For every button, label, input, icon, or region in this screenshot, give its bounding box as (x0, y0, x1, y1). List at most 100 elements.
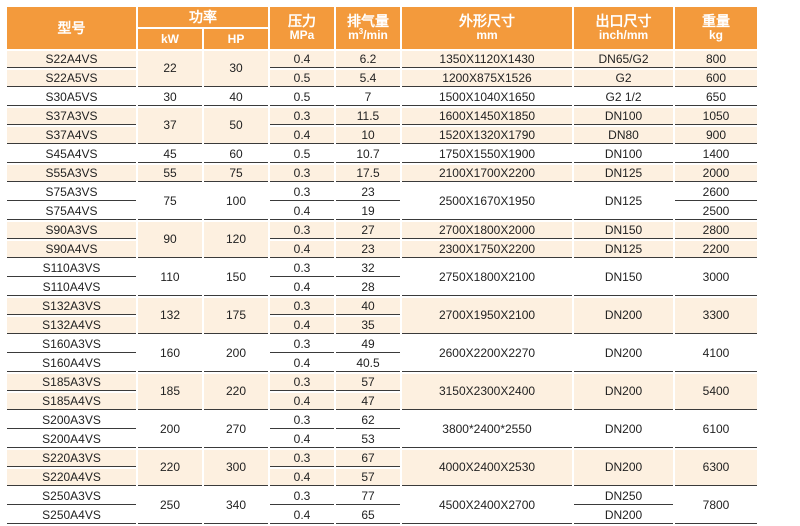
model-cell: S200A4VS (7, 431, 136, 448)
dimensions-cell: 2700X1950X2100 (402, 298, 572, 334)
pressure-cell: 0.4 (270, 127, 334, 144)
flow-cell: 67 (336, 450, 400, 467)
dimensions-cell: 2750X1800X2100 (402, 260, 572, 296)
weight-cell: 1050 (675, 108, 757, 125)
dimensions-cell: 3800*2400*2550 (402, 412, 572, 448)
table-row: S30A5VS 30 40 0.5 7 1500X1040X1650 G2 1/2 650 (7, 89, 757, 106)
flow-cell: 77 (336, 488, 400, 505)
flow-cell: 40.5 (336, 355, 400, 372)
dimensions-cell: 2100X1700X2200 (402, 165, 572, 182)
dimensions-cell: 4500X2400X2700 (402, 488, 572, 524)
kw-cell: 55 (138, 165, 202, 182)
kw-cell: 30 (138, 89, 202, 106)
weight-cell: 6100 (675, 412, 757, 448)
header-weight-unit: kg (708, 27, 723, 42)
dimensions-cell: 1520X1320X1790 (402, 127, 572, 144)
flow-cell: 35 (336, 317, 400, 334)
outlet-cell: G2 (574, 70, 673, 87)
pressure-cell: 0.4 (270, 279, 334, 296)
dimensions-cell: 1350X1120X1430 (402, 51, 572, 68)
hp-cell: 40 (204, 89, 268, 106)
weight-cell: 1400 (675, 146, 757, 163)
pressure-cell: 0.3 (270, 260, 334, 277)
hp-cell: 50 (204, 108, 268, 144)
model-cell: S22A4VS (7, 51, 136, 68)
model-cell: S185A3VS (7, 374, 136, 391)
flow-cell: 10.7 (336, 146, 400, 163)
hp-cell: 300 (204, 450, 268, 486)
dimensions-cell: 1750X1550X1900 (402, 146, 572, 163)
weight-cell: 600 (675, 70, 757, 87)
kw-cell: 200 (138, 412, 202, 448)
weight-cell: 6300 (675, 450, 757, 486)
dimensions-cell: 1600X1450X1850 (402, 108, 572, 125)
kw-cell: 110 (138, 260, 202, 296)
header-model: 型号 (7, 7, 136, 49)
table-row: S22A5VS 0.5 5.4 1200X875X1526 G2 600 (7, 70, 757, 87)
outlet-cell: DN125 (574, 165, 673, 182)
outlet-cell: DN200 (574, 374, 673, 410)
hp-cell: 120 (204, 222, 268, 258)
model-cell: S200A3VS (7, 412, 136, 429)
header-outlet-label: 出口尺寸 (595, 12, 652, 29)
header-weight-label: 重量 (702, 12, 730, 29)
outlet-cell: DN250 (574, 488, 673, 505)
pressure-cell: 0.5 (270, 89, 334, 106)
weight-cell: 2500 (675, 203, 757, 220)
table-row: S90A4VS 0.4 23 2300X1750X2200 DN125 2200 (7, 241, 757, 258)
pressure-cell: 0.4 (270, 241, 334, 258)
table-body: S22A4VS 22 30 0.4 6.2 1350X1120X1430 DN65/G2 80… (7, 51, 757, 524)
pressure-cell: 0.3 (270, 184, 334, 201)
table-row: S220A4VS 0.4 57 (7, 469, 757, 486)
flow-cell: 27 (336, 222, 400, 239)
header-hp: HP (204, 29, 268, 49)
dimensions-cell: 2700X1800X2000 (402, 222, 572, 239)
pressure-cell: 0.3 (270, 165, 334, 182)
pressure-cell: 0.5 (270, 70, 334, 87)
outlet-cell: DN200 (574, 507, 673, 524)
outlet-cell: DN125 (574, 184, 673, 220)
weight-cell: 7800 (675, 488, 757, 524)
pressure-cell: 0.3 (270, 222, 334, 239)
model-cell: S75A3VS (7, 184, 136, 201)
pressure-cell: 0.3 (270, 488, 334, 505)
outlet-cell: DN200 (574, 412, 673, 448)
flow-cell: 47 (336, 393, 400, 410)
table-row: S160A4VS 0.4 40.5 (7, 355, 757, 372)
outlet-cell: DN65/G2 (574, 51, 673, 68)
pressure-cell: 0.4 (270, 203, 334, 220)
hp-cell: 75 (204, 165, 268, 182)
pressure-cell: 0.4 (270, 393, 334, 410)
kw-cell: 250 (138, 488, 202, 524)
flow-cell: 17.5 (336, 165, 400, 182)
header-power: 功率 (138, 7, 268, 27)
dimensions-cell: 1500X1040X1650 (402, 89, 572, 106)
dimensions-cell: 2600X2200X2270 (402, 336, 572, 372)
hp-cell: 100 (204, 184, 268, 220)
header-dim-unit: mm (476, 27, 498, 42)
flow-cell: 11.5 (336, 108, 400, 125)
weight-cell: 900 (675, 127, 757, 144)
kw-cell: 160 (138, 336, 202, 372)
kw-cell: 22 (138, 51, 202, 87)
flow-cell: 5.4 (336, 70, 400, 87)
model-cell: S110A3VS (7, 260, 136, 277)
flow-cell: 65 (336, 507, 400, 524)
pressure-cell: 0.4 (270, 431, 334, 448)
table-row: S45A4VS 45 60 0.5 10.7 1750X1550X1900 DN100 140… (7, 146, 757, 163)
pressure-cell: 0.4 (270, 317, 334, 334)
kw-cell: 90 (138, 222, 202, 258)
flow-cell: 57 (336, 374, 400, 391)
flow-cell: 28 (336, 279, 400, 296)
hp-cell: 175 (204, 298, 268, 334)
flow-cell: 62 (336, 412, 400, 429)
kw-cell: 185 (138, 374, 202, 410)
model-cell: S110A4VS (7, 279, 136, 296)
model-cell: S220A3VS (7, 450, 136, 467)
outlet-cell: DN150 (574, 222, 673, 239)
weight-cell: 2000 (675, 165, 757, 182)
weight-cell: 5400 (675, 374, 757, 410)
compressor-spec-table: 型号 功率 压力 MPa 排气量 m3/min 外形尺寸 mm 出口尺寸 inch/mm… (5, 5, 759, 526)
header-flow-unit-sup: 3 (358, 26, 364, 36)
pressure-cell: 0.4 (270, 51, 334, 68)
